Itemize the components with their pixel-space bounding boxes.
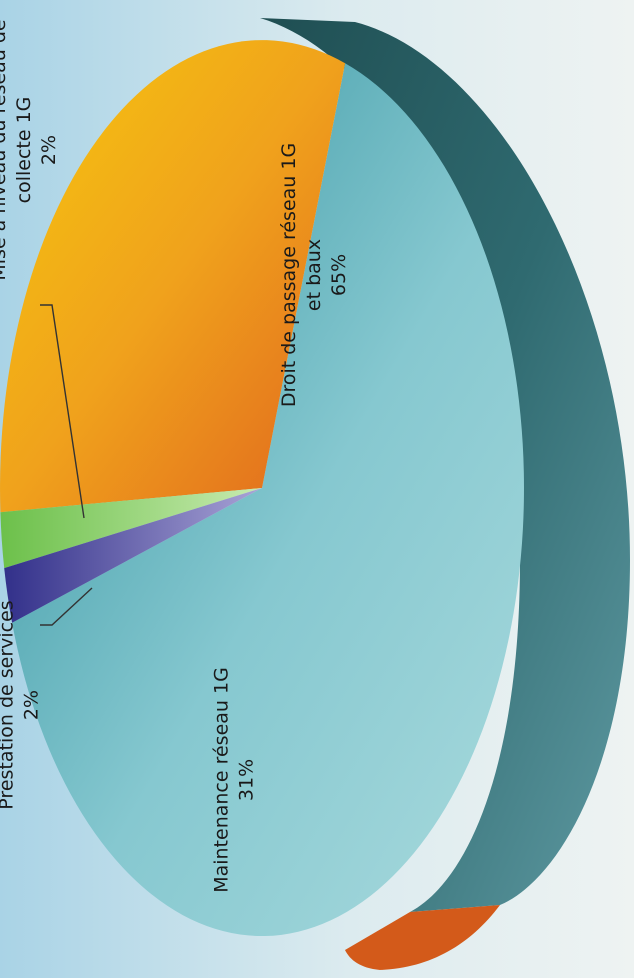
slice-prestation xyxy=(0,488,263,569)
label-mise-a-niveau-line-0: Mise à niveau du réseau de xyxy=(0,19,10,280)
label-mise-a-niveau-line-2: 2% xyxy=(38,135,60,165)
pie-side-teal xyxy=(260,18,630,912)
label-maintenance: Maintenance réseau 1G 31% xyxy=(211,667,258,893)
pie-labels: Droit de passage réseau 1G et baux 65% Main… xyxy=(0,19,350,892)
label-droit-line-0: Droit de passage réseau 1G xyxy=(278,143,300,407)
label-mise-a-niveau: Mise à niveau du réseau decollecte 1G2% xyxy=(0,19,60,280)
pie-slices xyxy=(0,40,524,937)
pie-side-orange xyxy=(345,905,500,970)
leader-lines xyxy=(40,304,93,626)
slice-mise-a-niveau xyxy=(4,488,262,623)
leader-mise-a-niveau xyxy=(40,304,85,519)
label-droit: Droit de passage réseau 1G et baux 65% xyxy=(278,143,350,407)
leader-prestation xyxy=(40,587,93,626)
slice-droit-de-passage xyxy=(12,63,524,937)
slice-maintenance xyxy=(0,40,346,513)
label-mise-a-niveau-line-1: collecte 1G xyxy=(13,97,35,204)
label-prestation-line-1: 2% xyxy=(21,690,43,720)
label-prestation-line-0: Prestation de services xyxy=(0,600,18,809)
label-maintenance-line-0: Maintenance réseau 1G xyxy=(211,667,233,893)
label-maintenance-line-1: 31% xyxy=(236,759,258,801)
label-prestation: Prestation de services2% xyxy=(0,600,43,809)
label-droit-line-2: 65% xyxy=(328,254,350,296)
label-droit-line-1: et baux xyxy=(303,239,325,311)
